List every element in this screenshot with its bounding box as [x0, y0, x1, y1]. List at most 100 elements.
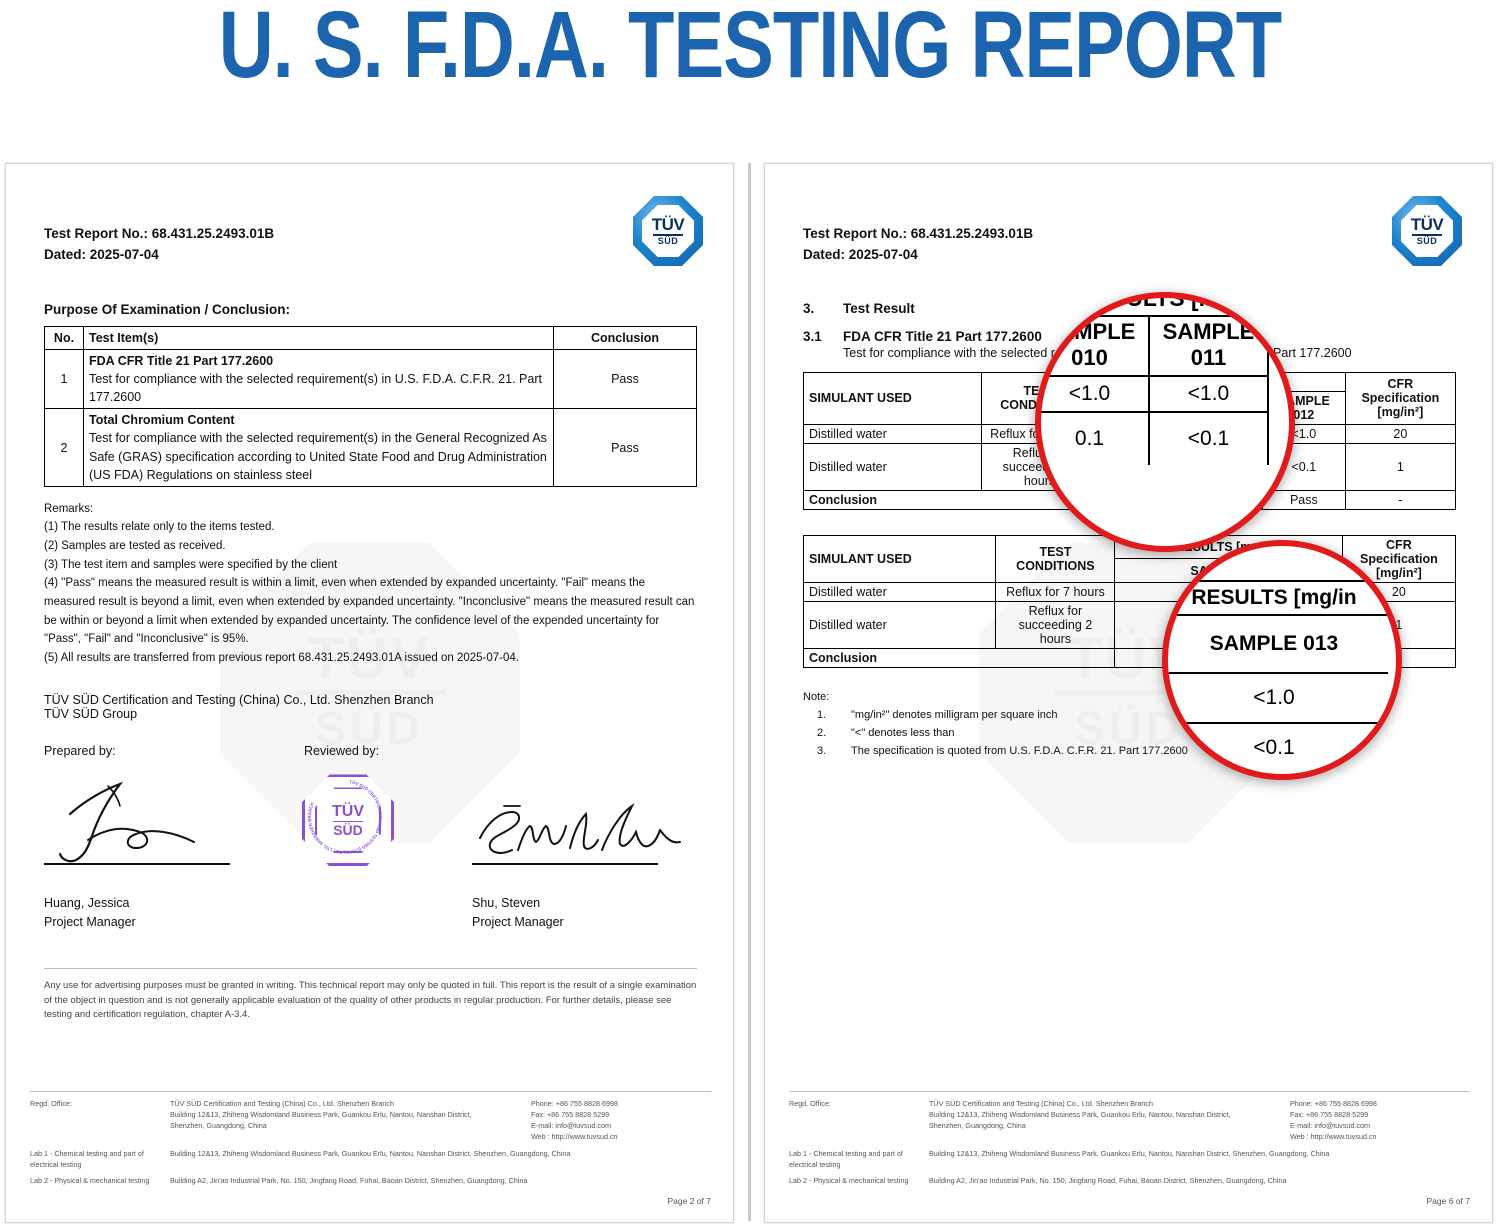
footer-regd-label: Regd. Office:: [789, 1099, 831, 1109]
right-report-date: Dated: 2025-07-04: [803, 246, 918, 262]
footer-regd-line: Shenzhen, Guangdong, China: [170, 1121, 267, 1131]
mag2-row1-value: <1.0: [1168, 672, 1388, 724]
document-page-left[interactable]: TÜV SÜD TÜV SÜD Test Report No.: 68.431.…: [5, 163, 734, 1223]
mag1-sample-b-label: SAMPLE: [1148, 315, 1269, 345]
mag2-row2-value: <0.1: [1168, 722, 1388, 772]
footer-lab2-label: Lab 2 - Physical & mechanical testing: [30, 1176, 150, 1186]
cell-cfr: 1: [1344, 442, 1457, 491]
mag2-results-header: RESULTS [mg/in: [1168, 580, 1388, 616]
reviewed-name: Shu, Steven: [472, 896, 541, 911]
footer-lab1-address: Building 12&13, Zhiheng Wisdomland Busin…: [929, 1149, 1330, 1159]
note-heading: Note:: [803, 690, 830, 703]
th-test-conditions: TEST CONDITIONS: [995, 534, 1116, 583]
cell-cfr: 20: [1344, 423, 1457, 444]
left-disclaimer: Any use for advertising purposes must be…: [44, 980, 697, 1020]
table-row: 1 FDA CFR Title 21 Part 177.2600 Test fo…: [44, 348, 697, 410]
left-page-footer: Regd. Office: TÜV SÜD Certification and …: [30, 1091, 711, 1206]
tuv-sud-logo-icon: TÜV SÜD: [1392, 196, 1462, 266]
row-no: 1: [44, 348, 84, 410]
cell-simulant: Distilled water: [802, 442, 983, 491]
right-page-number: Page 6 of 7: [1426, 1196, 1470, 1206]
report-banner: U. S. F.D.A. TESTING REPORT: [0, 0, 1500, 150]
cell-conclusion: Pass: [1262, 489, 1346, 510]
footer-regd-line: Building 12&13, Zhiheng Wisdomland Busin…: [929, 1110, 1231, 1120]
reviewed-by-label: Reviewed by:: [304, 744, 380, 759]
footer-web[interactable]: Web : http://www.tuvsud.cn: [531, 1132, 618, 1142]
section-31-title: FDA CFR Title 21 Part 177.2600: [843, 328, 1042, 344]
th-simulant: SIMULANT USED: [802, 534, 997, 583]
prepared-signature-mark: [58, 782, 195, 863]
mag1-row2-value-b: <0.1: [1148, 411, 1269, 465]
footer-phone: Phone: +86 755 8828 6998: [1290, 1099, 1377, 1109]
th-conclusion: Conclusion: [553, 325, 697, 350]
page-title: U. S. F.D.A. TESTING REPORT: [218, 0, 1282, 98]
footer-lab1-address: Building 12&13, Zhiheng Wisdomland Busin…: [170, 1149, 571, 1159]
cell-conclusion-label: Conclusion: [802, 647, 1116, 668]
footer-lab1-label: Lab 1 - Chemical testing and part of ele…: [789, 1149, 903, 1170]
footer-web[interactable]: Web : http://www.tuvsud.cn: [1290, 1132, 1377, 1142]
cell-simulant: Distilled water: [802, 581, 997, 602]
remarks-heading: Remarks:: [44, 502, 94, 515]
note-item: The specification is quoted from U.S. F.…: [851, 745, 1188, 758]
remark-item: (5) All results are transferred from pre…: [44, 651, 519, 664]
tuv-sud-stamp-icon: TÜV SÜD TÜV SÜD CERTIFICATION AND TESTIN…: [302, 774, 394, 867]
footer-regd-label: Regd. Office:: [30, 1099, 72, 1109]
prepared-name: Huang, Jessica: [44, 896, 130, 911]
prepared-title: Project Manager: [44, 914, 136, 929]
section-3-number: 3.: [803, 300, 815, 316]
section-3-title: Test Result: [843, 300, 915, 316]
mag1-row1-value-a: <1.0: [1041, 375, 1150, 413]
right-report-no: Test Report No.: 68.431.25.2493.01B: [803, 226, 1034, 241]
note-item: "<" denotes less than: [851, 727, 955, 740]
cell-conclusion-cfr: -: [1344, 489, 1457, 510]
footer-regd-line: TÜV SÜD Certification and Testing (China…: [170, 1099, 394, 1109]
footer-lab2-address: Building A2, Jin'ao Industrial Park, No.…: [170, 1176, 528, 1186]
cell-conclusion-label: Conclusion: [803, 489, 1098, 510]
remark-item: (2) Samples are tested as received.: [44, 540, 226, 553]
note-number: 1.: [817, 708, 827, 721]
row-test-item: Total Chromium Content Test for complian…: [83, 408, 554, 487]
remarks-block: Remarks: (1) The results relate only to …: [44, 500, 697, 668]
company-line-2: TÜV SÜD Group: [44, 707, 138, 722]
note-item: "mg/in²" denotes milligram per square in…: [851, 708, 1058, 721]
footer-regd-line: TÜV SÜD Certification and Testing (China…: [929, 1099, 1153, 1109]
row-no: 2: [44, 408, 84, 487]
magnifier-circle-1: RESULTS [m SAMPLE SAMPLE 010 011 <1.0 <1…: [1035, 292, 1295, 552]
cell-simulant: Distilled water: [802, 600, 997, 649]
logo-bottom-text: SÜD: [1416, 235, 1438, 246]
left-page-number: Page 2 of 7: [667, 1196, 711, 1206]
svg-text:TÜV SÜD CERTIFICATION AND TEST: TÜV SÜD CERTIFICATION AND TESTING (CHINA…: [307, 780, 383, 856]
footer-regd-line: Shenzhen, Guangdong, China: [929, 1121, 1026, 1131]
footer-fax: Fax: +86 755 8828 5299: [1290, 1110, 1369, 1120]
left-report-no: Test Report No.: 68.431.25.2493.01B: [44, 226, 275, 241]
purpose-table: No. Test Item(s) Conclusion 1 FDA CFR Ti…: [44, 325, 697, 487]
reviewed-signature-line: [472, 863, 658, 866]
left-report-date: Dated: 2025-07-04: [44, 246, 159, 262]
mag1-sample-b-number: 011: [1148, 345, 1269, 377]
remark-item: (3) The test item and samples were speci…: [44, 558, 338, 571]
footer-lab1-label: Lab 1 - Chemical testing and part of ele…: [30, 1149, 144, 1170]
th-simulant: SIMULANT USED: [802, 371, 983, 425]
row-test-item-body: Test for compliance with the selected re…: [89, 431, 547, 482]
th-no: No.: [44, 325, 84, 350]
footer-phone: Phone: +86 755 8828 6998: [531, 1099, 618, 1109]
mag1-row1-value-b: <1.0: [1148, 375, 1269, 413]
note-number: 3.: [817, 745, 827, 758]
mag2-sample-label: SAMPLE 013: [1168, 614, 1388, 674]
mag1-sample-a-label: SAMPLE: [1041, 315, 1150, 345]
stamp-ring-text: TÜV SÜD CERTIFICATION AND TESTING (CHINA…: [307, 780, 383, 856]
footer-email[interactable]: E-mail: info@tuvsud.com: [531, 1121, 611, 1131]
logo-top-text: TÜV: [1410, 215, 1444, 235]
footer-email[interactable]: E-mail: info@tuvsud.com: [1290, 1121, 1370, 1131]
row-test-item-body: Test for compliance with the selected re…: [89, 372, 542, 405]
logo-bottom-text: SÜD: [657, 235, 679, 246]
table-row: 2 Total Chromium Content Test for compli…: [44, 408, 697, 487]
footer-lab2-address: Building A2, Jin'ao Industrial Park, No.…: [929, 1176, 1287, 1186]
prepared-by-label: Prepared by:: [44, 744, 116, 759]
row-conclusion: Pass: [553, 348, 697, 410]
company-line-1: TÜV SÜD Certification and Testing (China…: [44, 693, 434, 708]
row-test-item-title: Total Chromium Content: [89, 413, 235, 428]
footer-lab2-label: Lab 2 - Physical & mechanical testing: [789, 1176, 909, 1186]
page-divider: [734, 163, 764, 1221]
remark-item: (4) "Pass" means the measured result is …: [44, 577, 695, 646]
